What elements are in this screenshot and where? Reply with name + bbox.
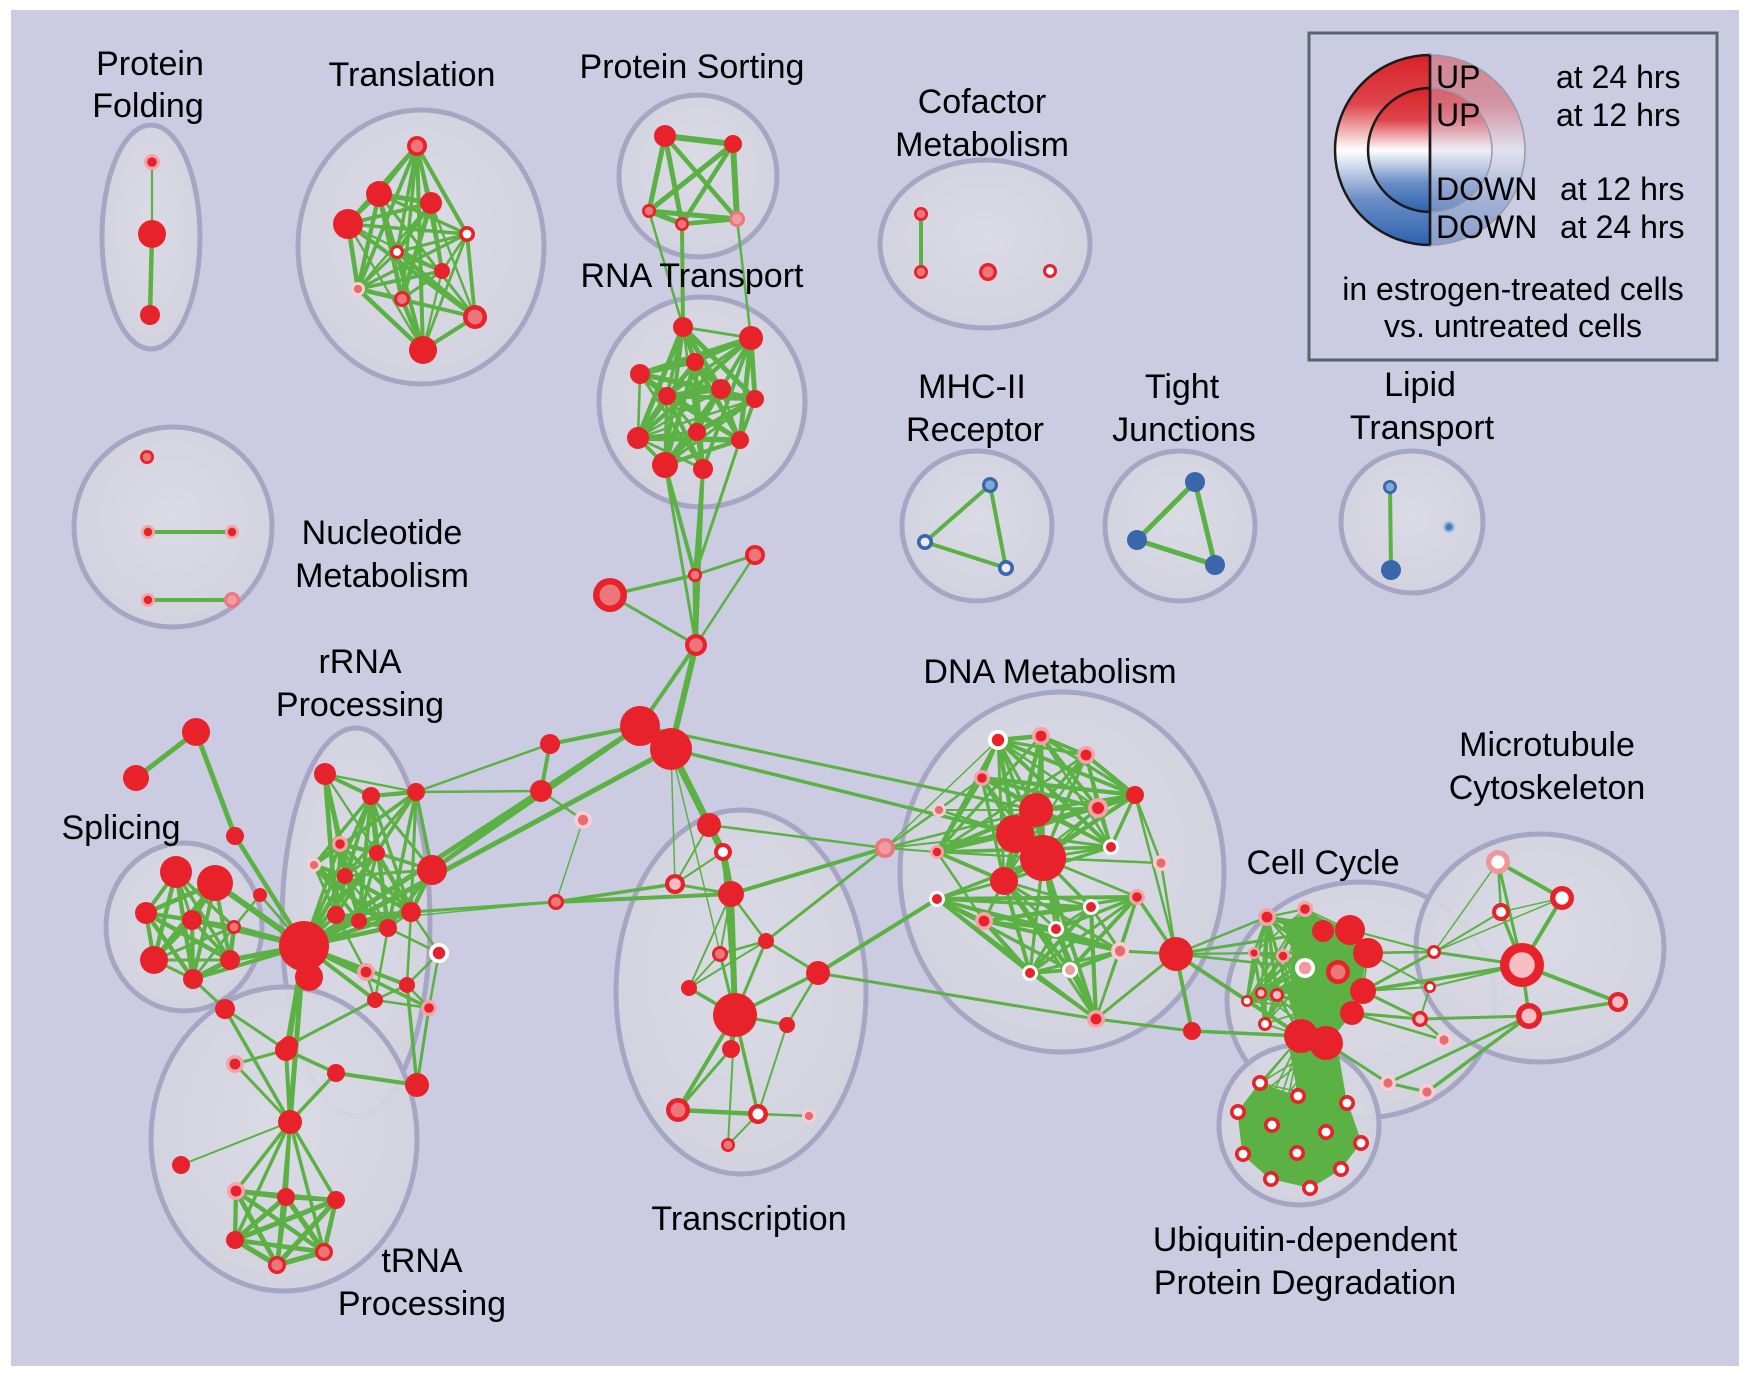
- svg-text:Microtubule: Microtubule: [1459, 726, 1635, 764]
- svg-text:UP: UP: [1436, 59, 1480, 95]
- svg-text:Cell Cycle: Cell Cycle: [1246, 844, 1399, 882]
- svg-text:Folding: Folding: [92, 87, 204, 125]
- svg-text:Metabolism: Metabolism: [295, 557, 469, 595]
- svg-text:at 24 hrs: at 24 hrs: [1556, 59, 1681, 95]
- svg-text:at 24 hrs: at 24 hrs: [1560, 209, 1685, 245]
- svg-text:Cofactor: Cofactor: [918, 83, 1047, 121]
- svg-text:Translation: Translation: [329, 56, 496, 94]
- svg-text:Transport: Transport: [1350, 409, 1495, 447]
- svg-text:Protein Degradation: Protein Degradation: [1154, 1264, 1456, 1302]
- svg-text:Nucleotide: Nucleotide: [302, 514, 463, 552]
- svg-text:Processing: Processing: [338, 1285, 506, 1323]
- svg-text:Protein: Protein: [96, 45, 204, 83]
- svg-text:Protein Sorting: Protein Sorting: [580, 48, 805, 86]
- svg-text:Cytoskeleton: Cytoskeleton: [1449, 769, 1646, 807]
- svg-text:Ubiquitin-dependent: Ubiquitin-dependent: [1153, 1221, 1458, 1259]
- svg-text:MHC-II: MHC-II: [918, 368, 1026, 406]
- svg-text:Splicing: Splicing: [61, 809, 180, 847]
- svg-text:Tight: Tight: [1145, 368, 1220, 406]
- svg-text:Processing: Processing: [276, 686, 444, 724]
- svg-text:DOWN: DOWN: [1436, 171, 1537, 207]
- svg-text:at 12 hrs: at 12 hrs: [1556, 97, 1681, 133]
- svg-text:Receptor: Receptor: [906, 411, 1044, 449]
- svg-text:UP: UP: [1436, 97, 1480, 133]
- svg-text:rRNA: rRNA: [318, 643, 401, 681]
- svg-text:Lipid: Lipid: [1384, 366, 1456, 404]
- svg-text:vs. untreated cells: vs. untreated cells: [1384, 308, 1642, 344]
- svg-text:Transcription: Transcription: [651, 1200, 846, 1238]
- svg-text:RNA Transport: RNA Transport: [581, 257, 805, 295]
- svg-text:at 12 hrs: at 12 hrs: [1560, 171, 1685, 207]
- svg-text:Metabolism: Metabolism: [895, 126, 1069, 164]
- svg-text:in estrogen-treated cells: in estrogen-treated cells: [1342, 271, 1684, 307]
- svg-text:tRNA: tRNA: [381, 1242, 463, 1280]
- svg-text:DNA Metabolism: DNA Metabolism: [923, 653, 1176, 691]
- svg-text:DOWN: DOWN: [1436, 209, 1537, 245]
- svg-text:Junctions: Junctions: [1112, 411, 1256, 449]
